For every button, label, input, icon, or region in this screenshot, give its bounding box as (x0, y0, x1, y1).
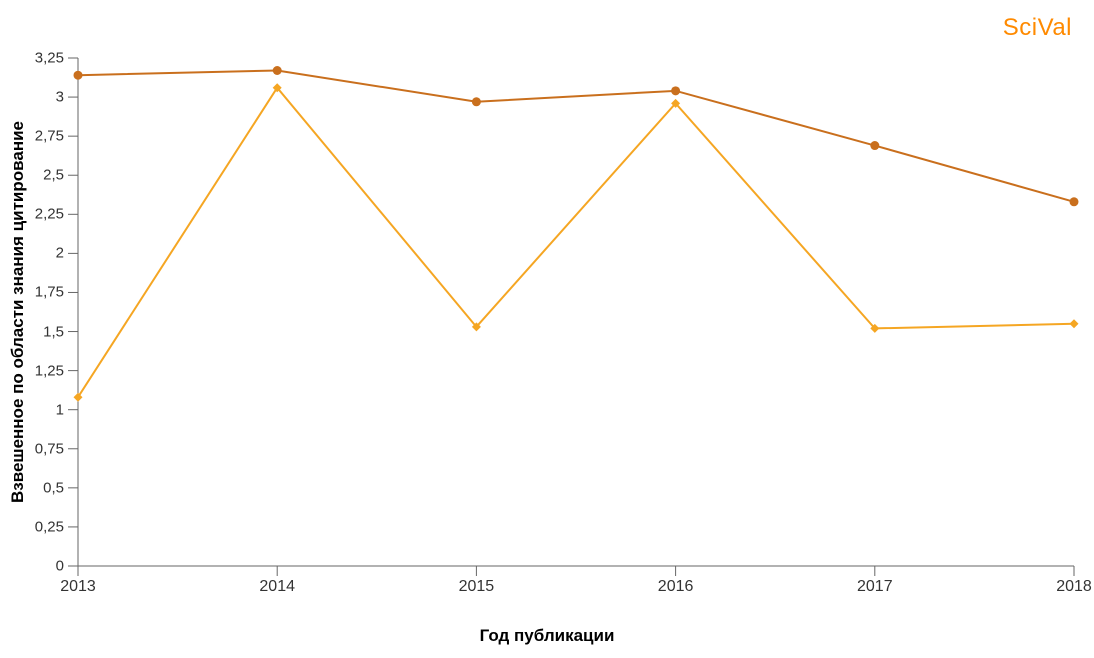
x-tick-label: 2014 (259, 578, 295, 596)
line-chart: Взвешенное по области знания цитирование… (0, 0, 1094, 658)
y-axis-title: Взвешенное по области знания цитирование (8, 121, 28, 503)
y-tick-label: 2,75 (35, 128, 64, 145)
x-tick-label: 2018 (1056, 578, 1092, 596)
y-tick-label: 2,5 (43, 167, 64, 184)
y-tick-label: 0,25 (35, 518, 64, 535)
y-tick-label: 1,5 (43, 323, 64, 340)
y-tick-label: 2,25 (35, 206, 64, 223)
y-tick-label: 3 (56, 89, 64, 106)
y-tick-label: 1,25 (35, 362, 64, 379)
y-tick-label: 0 (56, 558, 64, 575)
x-tick-label: 2013 (60, 578, 96, 596)
y-tick-label: 0,75 (35, 440, 64, 457)
y-tick-label: 3,25 (35, 50, 64, 67)
y-tick-label: 0,5 (43, 479, 64, 496)
x-tick-label: 2015 (459, 578, 495, 596)
y-tick-label: 1 (56, 401, 64, 418)
x-tick-label: 2016 (658, 578, 694, 596)
y-tick-label: 1,75 (35, 284, 64, 301)
x-tick-label: 2017 (857, 578, 893, 596)
chart-svg (0, 0, 1094, 658)
y-tick-label: 2 (56, 245, 64, 262)
x-axis-title: Год публикации (480, 626, 615, 646)
